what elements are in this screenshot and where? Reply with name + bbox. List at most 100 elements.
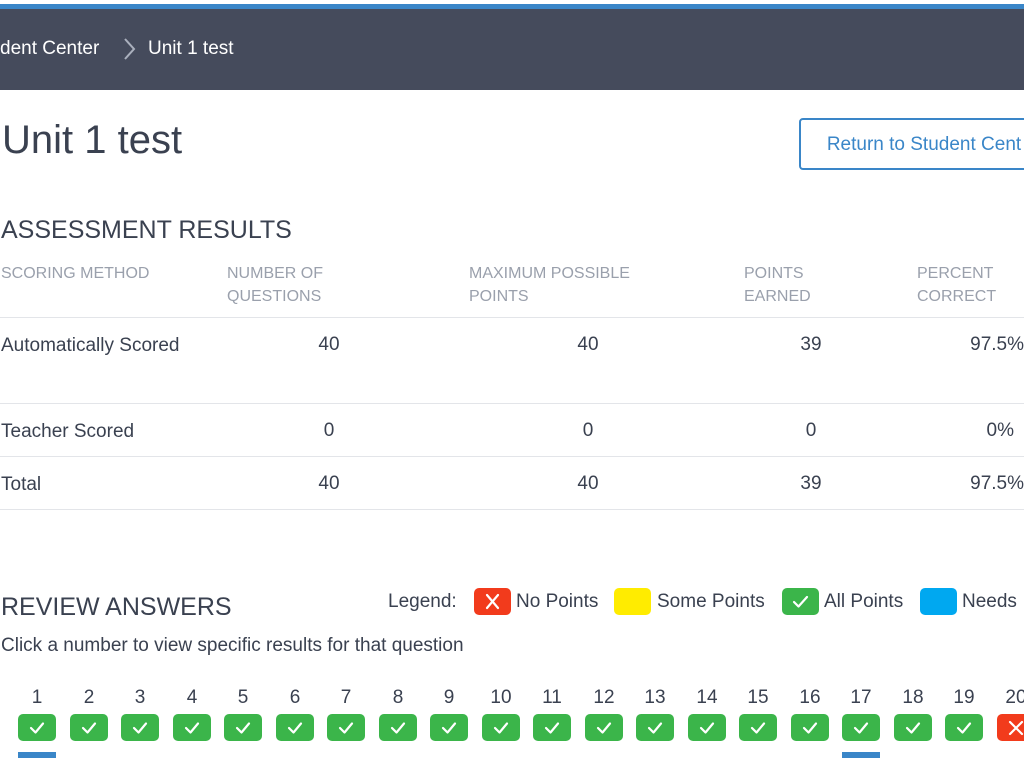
question-number-label[interactable]: 3 [134,687,146,708]
row-max-points: 0 [582,420,594,441]
question-number-label[interactable]: 15 [747,687,769,708]
check-icon [699,722,715,734]
question-number-label[interactable]: 7 [340,687,352,708]
question-18-result-button[interactable] [894,714,932,741]
question-10-result-button[interactable] [482,714,520,741]
legend-needs: Needs [962,591,1017,612]
check-icon [647,722,663,734]
breadcrumb-parent-link[interactable]: dent Center [0,38,100,59]
some-points-swatch [614,588,651,615]
row-max-points: 40 [577,473,599,494]
row-percent: 0% [986,420,1014,441]
all-points-swatch [782,588,819,615]
x-icon [485,593,500,610]
question-number-label[interactable]: 16 [799,687,821,708]
row-divider [0,317,1024,318]
question-number-label[interactable]: 13 [644,687,666,708]
question-20-result-button[interactable] [997,714,1024,741]
question-9-result-button[interactable] [430,714,468,741]
question-number-label[interactable]: 18 [902,687,924,708]
question-2-result-button[interactable] [70,714,108,741]
check-icon [853,722,869,734]
question-8-result-button[interactable] [379,714,417,741]
page-title: Unit 1 test [2,118,183,162]
row-points-earned: 39 [800,473,822,494]
legend-some-points: Some Points [657,591,765,612]
question-number-label[interactable]: 12 [593,687,615,708]
check-icon [81,722,97,734]
legend-no-points: No Points [516,591,599,612]
question-3-result-button[interactable] [121,714,159,741]
row-questions: 0 [323,420,335,441]
row-divider [0,403,1024,404]
question-number-label[interactable]: 6 [289,687,301,708]
question-number-label[interactable]: 14 [696,687,718,708]
legend-label: Legend: [388,591,457,612]
check-icon [596,722,612,734]
check-icon [29,722,45,734]
row-divider [0,509,1024,510]
question-19-result-button[interactable] [945,714,983,741]
column-header-scoring-method: SCORING METHOD [1,265,150,282]
question-17-result-button[interactable] [842,714,880,741]
return-to-student-center-button[interactable]: Return to Student Cent [799,118,1024,170]
question-number-label[interactable]: 10 [490,687,512,708]
row-max-points: 40 [577,334,599,355]
question-selected-indicator [18,752,56,758]
question-16-result-button[interactable] [791,714,829,741]
question-7-result-button[interactable] [327,714,365,741]
row-method: Automatically Scored [1,335,180,356]
column-header-maximum-possible-points: MAXIMUM POSSIBLE POINTS [469,265,630,305]
column-header-number-of-questions: NUMBER OF QUESTIONS [227,265,323,305]
column-header-points-earned: POINTS EARNED [744,265,811,305]
question-number-label[interactable]: 17 [850,687,872,708]
question-number-label[interactable]: 5 [237,687,249,708]
question-number-label[interactable]: 20 [1005,687,1024,708]
review-answers-heading: REVIEW ANSWERS [1,593,232,621]
check-icon [750,722,766,734]
check-icon [544,722,560,734]
question-15-result-button[interactable] [739,714,777,741]
chevron-right-icon [122,36,136,67]
question-1-result-button[interactable] [18,714,56,741]
row-method: Teacher Scored [1,421,135,442]
check-icon [493,722,509,734]
navbar: dent Center Unit 1 test [0,9,1024,90]
column-header-percent-correct: PERCENT CORRECT [917,265,997,305]
question-11-result-button[interactable] [533,714,571,741]
question-6-result-button[interactable] [276,714,314,741]
question-5-result-button[interactable] [224,714,262,741]
row-divider [0,456,1024,457]
check-icon [287,722,303,734]
question-number-label[interactable]: 8 [392,687,404,708]
question-number-label[interactable]: 19 [953,687,975,708]
legend-all-points: All Points [824,591,904,612]
question-number-label[interactable]: 9 [443,687,455,708]
check-icon [905,722,921,734]
row-points-earned: 39 [800,334,822,355]
review-instructions: Click a number to view specific results … [1,635,464,656]
check-icon [132,722,148,734]
check-icon [235,722,251,734]
check-icon [802,722,818,734]
breadcrumb-current: Unit 1 test [148,38,234,59]
check-icon [338,722,354,734]
question-selected-indicator [842,752,880,758]
top-accent-stripe [0,0,1024,10]
question-4-result-button[interactable] [173,714,211,741]
check-icon [956,722,972,734]
question-12-result-button[interactable] [585,714,623,741]
question-number-label[interactable]: 1 [31,687,43,708]
check-icon [184,722,200,734]
question-13-result-button[interactable] [636,714,674,741]
question-number-label[interactable]: 4 [186,687,198,708]
question-number-label[interactable]: 2 [83,687,95,708]
row-questions: 40 [318,334,340,355]
question-14-result-button[interactable] [688,714,726,741]
check-icon [390,722,406,734]
needs-swatch [920,588,957,615]
row-percent: 97.5% [970,334,1024,355]
row-points-earned: 0 [805,420,817,441]
question-number-label[interactable]: 11 [542,687,562,708]
row-questions: 40 [318,473,340,494]
